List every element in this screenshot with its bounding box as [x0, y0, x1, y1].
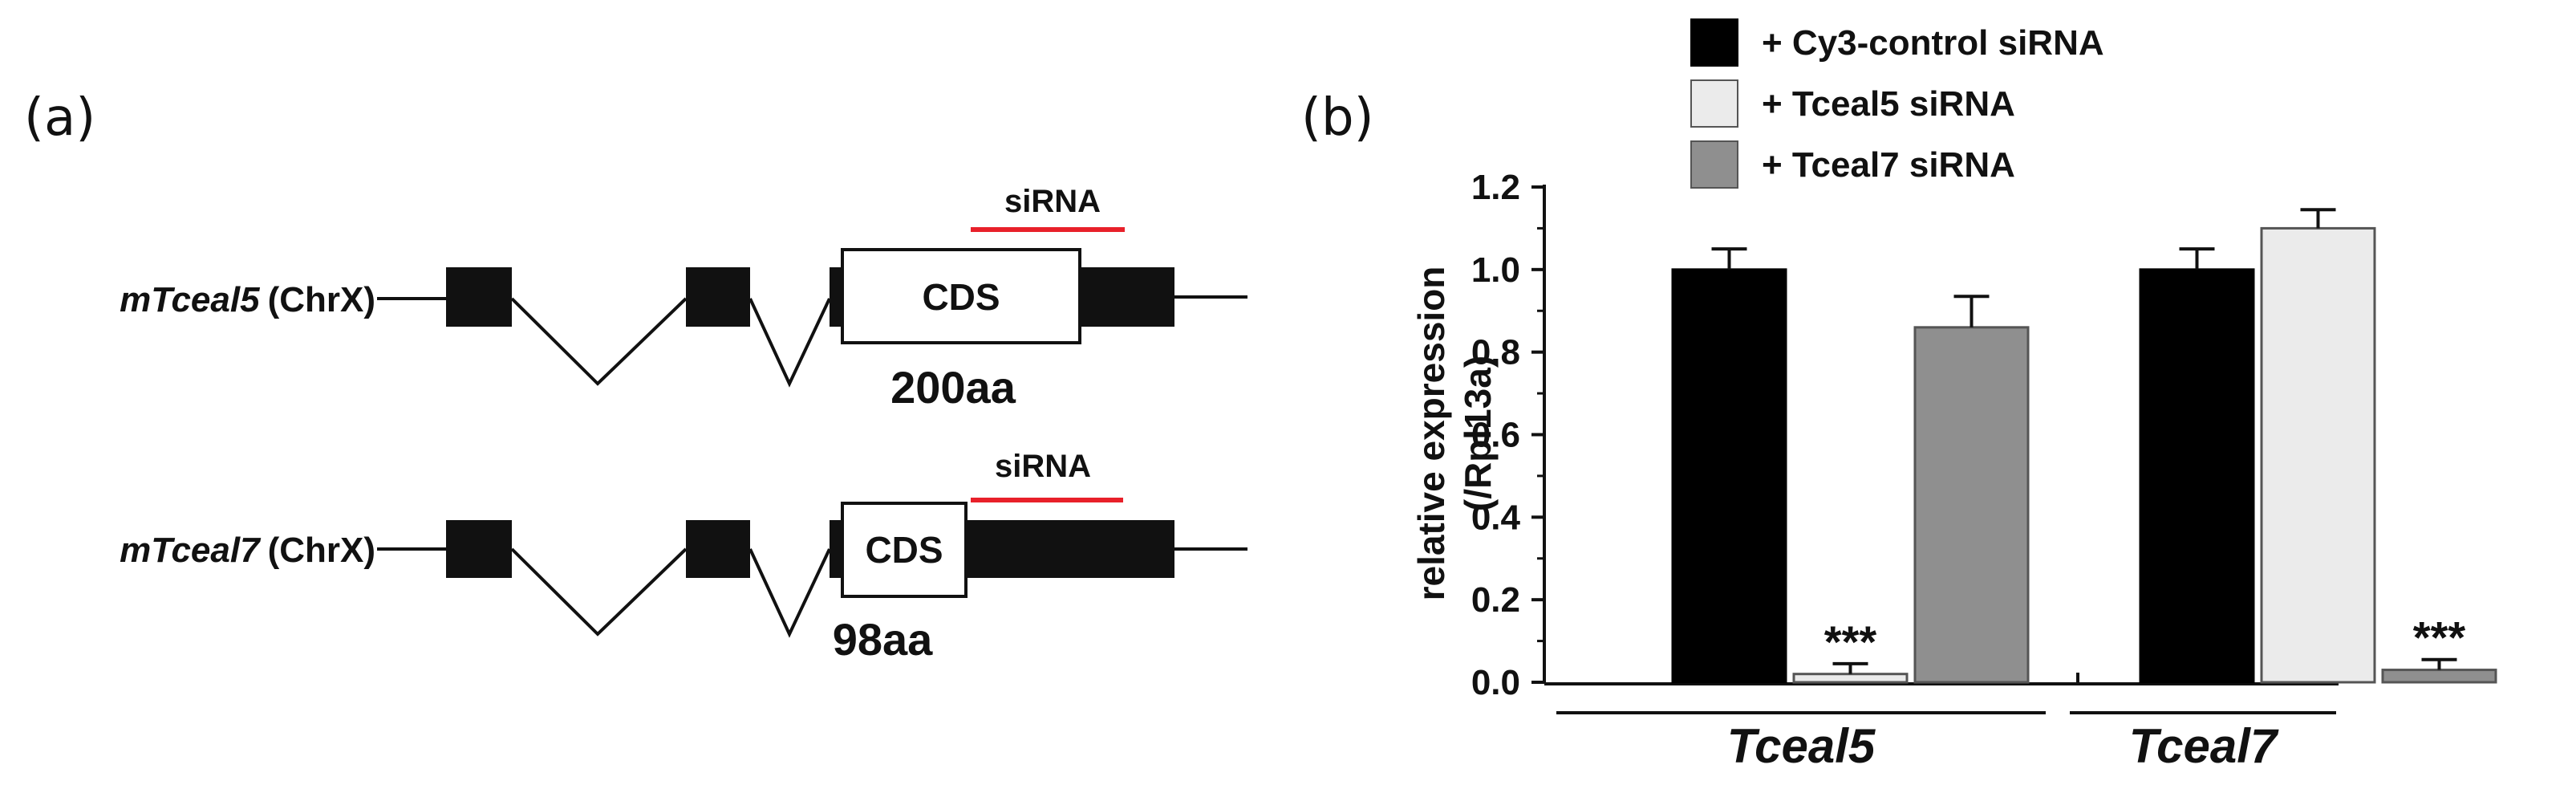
panel-b: (b) + Cy3-control siRNA + Tceal5 siRNA +… [1301, 18, 2497, 773]
sirna-label: siRNA [995, 449, 1091, 484]
y-tick-label: 0.8 [1471, 333, 1520, 372]
y-axis-label-sub: (/Rpl13a) [1457, 356, 1499, 511]
x-categories: Tceal5 Tceal7 [1556, 711, 2336, 773]
intron-1 [510, 297, 688, 386]
legend-swatch-tceal7-sirna [1690, 140, 1738, 189]
cds-label: CDS [922, 276, 1000, 318]
gene-diagram-mtceal5: mTceal5 (ChrX) CDS 200aa siRNA [120, 184, 1247, 413]
significance-marker: *** [1824, 616, 1877, 667]
y-tick-label: 0.2 [1471, 580, 1520, 620]
gene-name: mTceal5 [120, 280, 260, 319]
gene-chromosome: (ChrX) [268, 280, 375, 319]
y-tick-label: 0.0 [1471, 663, 1520, 702]
sirna-label: siRNA [1004, 184, 1101, 219]
bar-tceal7-series-1 [2139, 268, 2255, 684]
legend: + Cy3-control siRNA + Tceal5 siRNA + Tce… [1690, 18, 2104, 189]
y-tick-label: 0.4 [1471, 498, 1521, 537]
legend-item-cy3-control: + Cy3-control siRNA [1690, 18, 2104, 67]
exon-2 [686, 267, 750, 327]
intron-2 [748, 548, 831, 638]
panel-a-label: (a) [24, 88, 95, 148]
panel-b-label: (b) [1301, 88, 1374, 148]
intron-1 [510, 547, 688, 637]
legend-item-tceal7-sirna: + Tceal7 siRNA [1690, 140, 2015, 189]
y-tick-label: 1.2 [1471, 168, 1520, 207]
legend-label-tceal5-sirna: + Tceal5 siRNA [1762, 84, 2015, 124]
y-tick-label: 1.0 [1471, 250, 1520, 290]
bar-tceal5-series-1 [1671, 268, 1787, 684]
exon-1 [446, 267, 512, 327]
legend-swatch-tceal5-sirna [1690, 79, 1738, 128]
bar-tceal5-series-3 [1913, 326, 2030, 684]
cds-box [841, 502, 968, 598]
gene-name: mTceal7 [120, 531, 262, 570]
gene-label-mtceal5: mTceal5 (ChrX) [120, 280, 375, 319]
exon-2 [686, 520, 750, 578]
panel-a: (a) mTceal5 (ChrX) CDS 200aa siRNA mTceal… [24, 88, 1247, 665]
legend-swatch-cy3-control [1690, 18, 1738, 67]
y-axis-title: relative expression (/Rpl13a) [1410, 266, 1499, 601]
y-tick-label: 0.6 [1471, 416, 1520, 455]
legend-label-tceal7-sirna: + Tceal7 siRNA [1762, 145, 2015, 185]
category-label-tceal5: Tceal5 [1727, 719, 1876, 773]
significance-marker: *** [2413, 612, 2466, 663]
gene-chromosome: (ChrX) [268, 531, 375, 570]
protein-length-label: 98aa [833, 614, 933, 665]
cds-label: CDS [865, 529, 943, 571]
axes: 0.0 0.2 0.4 0.6 0.8 1.0 1.2 [1471, 168, 2339, 702]
intron-2 [748, 298, 831, 388]
protein-length-label: 200aa [890, 362, 1016, 413]
legend-item-tceal5-sirna: + Tceal5 siRNA [1690, 79, 2015, 128]
bars: *** *** [1671, 208, 2497, 684]
y-axis-label: relative expression [1410, 266, 1452, 601]
cds-box [841, 248, 1081, 344]
bar-tceal5-series-2 [1792, 673, 1909, 684]
bar-tceal7-series-3 [2381, 669, 2497, 684]
exon-1 [446, 520, 512, 578]
category-label-tceal7: Tceal7 [2129, 719, 2279, 773]
gene-label-mtceal7: mTceal7 (ChrX) [120, 531, 375, 570]
legend-label-cy3-control: + Cy3-control siRNA [1762, 23, 2104, 63]
gene-diagram-mtceal7: mTceal7 (ChrX) CDS 98aa siRNA [120, 449, 1247, 665]
bar-tceal7-series-2 [2260, 226, 2376, 684]
